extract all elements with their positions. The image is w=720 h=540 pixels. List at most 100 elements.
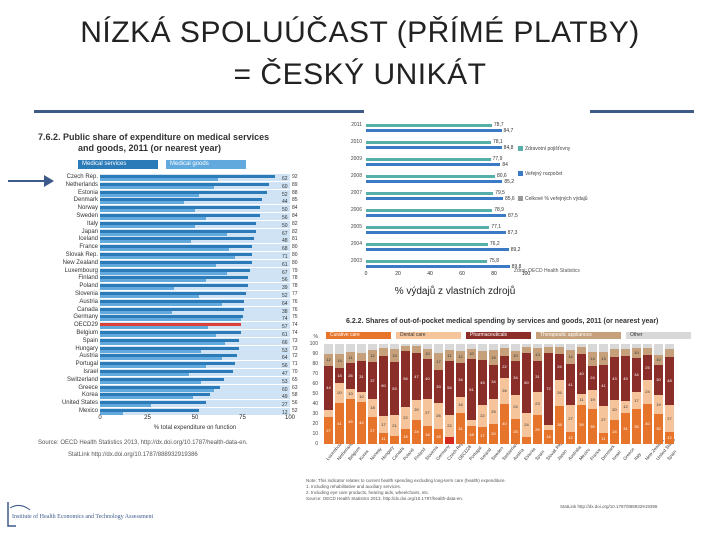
br-stacked-column: 20 25 34 15	[489, 344, 498, 444]
left-category-label: France	[79, 244, 98, 251]
br-stacked-column: 41 20 15 14	[335, 344, 344, 444]
br-segment-label: 12	[623, 404, 628, 409]
institute-logo-icon	[7, 502, 31, 527]
br-segment	[390, 344, 399, 349]
tr-legend-label-3: Celkové % veřejných výdajů	[525, 196, 588, 202]
left-value-medical-services: 81	[292, 236, 298, 243]
br-segment-label: 13	[535, 351, 540, 357]
left-bar-medical-goods	[100, 326, 209, 330]
br-segment-label: 18	[469, 432, 474, 437]
br-segment-label: 11	[348, 354, 353, 360]
tr-source-note: Zdroj: OECD Health Statistics	[514, 268, 580, 274]
br-segment	[566, 350, 575, 364]
br-segment-label: 22	[502, 364, 507, 369]
br-segment	[632, 358, 641, 392]
left-value-medical-goods: 44	[282, 199, 288, 206]
oop-trend-chart: 2011 78,7 84,7 2010 78,1 84,8 2009 77,9 84 2008 80…	[340, 118, 580, 288]
left-value-medical-services: 76	[292, 298, 298, 305]
left-value-medical-goods: 12	[282, 410, 288, 416]
left-category-label: Slovenia	[74, 291, 98, 297]
left-x-tick: 25	[144, 415, 151, 421]
arrow-shaft	[8, 180, 46, 182]
br-segment-label: 10	[359, 394, 364, 399]
br-segment-label: 35	[634, 423, 639, 429]
br-segment	[335, 383, 344, 403]
left-bar-medical-services	[100, 182, 270, 186]
left-bar-medical-services	[100, 175, 275, 178]
br-segment	[654, 414, 663, 444]
br-segment-label: 27	[601, 416, 606, 422]
br-segment	[555, 380, 564, 406]
br-segment	[467, 349, 476, 359]
left-chart-statlink[interactable]: StatLink http://dx.doi.org/10.1787/88893…	[68, 452, 198, 458]
br-legend-item: Other	[626, 332, 691, 339]
left-bar-medical-goods	[100, 334, 216, 337]
br-legend-item: Pharmaceuticals	[466, 332, 531, 339]
br-stacked-column: 12 27 48	[665, 344, 674, 444]
br-stacked-column: 24 20 47	[412, 344, 421, 444]
br-segment	[467, 359, 476, 420]
br-segment	[335, 344, 344, 354]
br-segment	[599, 406, 608, 433]
left-bar-medical-services	[100, 370, 233, 373]
br-segment	[533, 392, 542, 415]
br-y-tick: 100	[309, 341, 318, 347]
br-segment	[434, 429, 443, 444]
left-value-medical-goods: 61	[282, 332, 288, 338]
left-bar-medical-goods	[100, 279, 207, 283]
br-segment-label: 21	[392, 422, 397, 428]
tr-bar-public	[366, 129, 502, 132]
br-segment	[511, 361, 520, 395]
left-category-label: Denmark	[73, 197, 98, 204]
br-segment	[533, 344, 542, 348]
br-segment-label: 10	[656, 357, 661, 362]
br-segment	[357, 392, 366, 402]
br-segment	[467, 426, 476, 444]
left-bar-medical-services	[100, 338, 239, 342]
br-segment-label: 40	[645, 421, 650, 426]
br-segment	[335, 368, 344, 383]
br-segment	[478, 351, 487, 360]
br-segment	[621, 349, 630, 356]
br-segment	[544, 425, 553, 430]
br-segment-label: 16	[458, 402, 463, 407]
br-segment	[522, 344, 531, 347]
br-segment	[522, 437, 531, 444]
br-segment	[665, 432, 674, 444]
left-bar-medical-services	[100, 268, 251, 272]
left-bar-medical-services	[100, 393, 211, 397]
left-category-label: Korea	[81, 392, 98, 399]
tr-value-public: 89,2	[510, 247, 521, 253]
br-segment	[544, 344, 553, 347]
br-segment-label: 25	[513, 428, 518, 434]
br-segment-label: 14	[590, 356, 595, 361]
br-segment	[533, 415, 542, 444]
br-segment	[555, 354, 564, 380]
left-category-label: Switzerland	[66, 376, 98, 383]
left-bar-medical-services	[100, 409, 199, 412]
br-segment-label: 40	[502, 421, 507, 426]
br-segment	[610, 357, 619, 400]
br-segment-label: 35	[590, 423, 595, 429]
tr-value-public: 87,5	[508, 213, 518, 219]
tr-bar-insurance	[366, 124, 492, 127]
br-segment-label: 12	[568, 435, 573, 440]
br-segment-label: 45	[480, 379, 485, 385]
br-legend-item: Curative care	[326, 332, 391, 339]
tr-year-label: 2004	[350, 241, 362, 247]
br-segment	[577, 344, 586, 347]
br-segment-label: 15	[491, 354, 496, 360]
left-value-medical-services: 84	[292, 213, 298, 219]
br-segment	[489, 365, 498, 399]
br-segment-label: 26	[557, 390, 562, 395]
tr-value-insurance: 79,5	[495, 190, 505, 196]
br-statlink[interactable]: StatLink http://dx.doi.org/10.1787/88893…	[560, 504, 658, 509]
left-bar-medical-goods	[100, 365, 207, 369]
br-segment-label: 34	[513, 375, 518, 380]
br-segment-label: 61	[469, 386, 474, 392]
tr-bar-public	[366, 163, 501, 166]
br-segment-label: 24	[524, 422, 529, 427]
br-segment-label: 11	[381, 435, 386, 441]
left-chart-x-title: % total expenditure on function	[153, 425, 237, 431]
left-value-medical-services: 77	[292, 291, 298, 297]
